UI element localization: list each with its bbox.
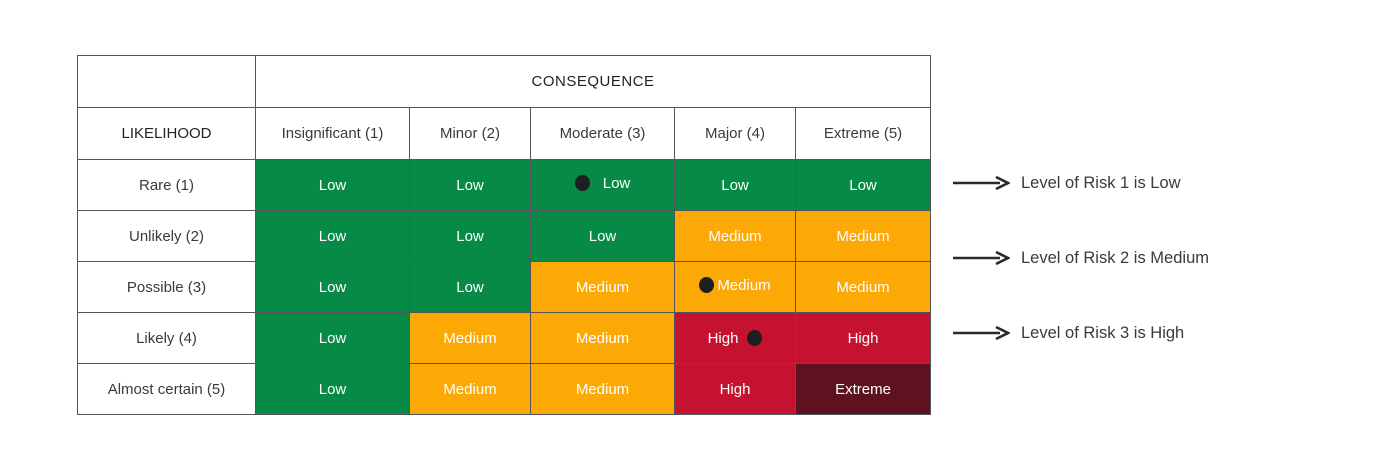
risk-marker-dot xyxy=(747,330,763,346)
risk-cell: Medium xyxy=(795,210,931,262)
row-header-possible: Possible (3) xyxy=(77,261,256,313)
cell-label: Low xyxy=(588,227,617,245)
risk-cell: High xyxy=(795,312,931,364)
row-header-unlikely: Unlikely (2) xyxy=(77,210,256,262)
risk-cell: Medium xyxy=(409,312,531,364)
risk-cell: Low xyxy=(674,159,796,211)
cell-label: Low xyxy=(456,227,484,245)
risk-cell: Medium xyxy=(674,261,796,313)
cell-label: Low xyxy=(456,278,484,296)
cell-label: Low xyxy=(318,278,347,296)
cell-label: Medium xyxy=(575,278,630,296)
annotation-row: Level of Risk 1 is Low xyxy=(952,170,1181,196)
cell-label: Medium xyxy=(708,227,762,245)
consequence-header: CONSEQUENCE xyxy=(255,55,931,108)
blank-corner-cell xyxy=(77,55,256,108)
cell-label: Medium xyxy=(443,380,497,398)
risk-cell: Low xyxy=(409,159,531,211)
right-arrow-icon xyxy=(953,175,1010,191)
risk-cell: Medium xyxy=(530,363,675,415)
matrix-row-rare: Rare (1) Low Low Low Low Low xyxy=(77,159,931,211)
cell-label: Medium xyxy=(575,329,630,347)
risk-cell: Low xyxy=(255,210,410,262)
risk-cell: High xyxy=(674,312,796,364)
column-header-moderate: Moderate (3) xyxy=(530,107,675,160)
cell-label: High xyxy=(719,380,751,398)
legend-annotations: Level of Risk 1 is Low Level of Risk 2 i… xyxy=(952,0,1372,468)
annotation-row: Level of Risk 3 is High xyxy=(952,320,1184,346)
cell-label: Medium xyxy=(717,276,771,294)
cell-label: Low xyxy=(721,176,749,194)
risk-cell: Low xyxy=(255,159,410,211)
cell-label: Medium xyxy=(836,278,890,296)
risk-cell: Medium xyxy=(795,261,931,313)
risk-matrix-table: CONSEQUENCE LIKELIHOOD Insignificant (1)… xyxy=(77,55,931,415)
right-arrow-icon xyxy=(953,250,1010,266)
cell-label: High xyxy=(847,329,879,347)
risk-cell: Low xyxy=(255,261,410,313)
cell-label: High xyxy=(707,329,739,347)
risk-cell: Medium xyxy=(674,210,796,262)
matrix-row-possible: Possible (3) Low Low Medium Medium Mediu… xyxy=(77,261,931,313)
cell-label: Extreme xyxy=(835,380,891,398)
risk-cell: Low xyxy=(255,363,410,415)
cell-label: Low xyxy=(849,176,877,194)
annotation-text: Level of Risk 3 is High xyxy=(1021,323,1185,342)
risk-marker-dot xyxy=(574,175,590,192)
risk-marker-dot xyxy=(699,277,715,294)
row-header-rare: Rare (1) xyxy=(77,159,256,211)
risk-cell: Low xyxy=(409,210,531,262)
cell-label: Low xyxy=(456,176,484,194)
likelihood-header: LIKELIHOOD xyxy=(77,107,256,160)
risk-matrix: CONSEQUENCE LIKELIHOOD Insignificant (1)… xyxy=(77,55,931,415)
cell-label: Low xyxy=(602,174,631,192)
risk-cell: Low xyxy=(530,210,675,262)
cell-label: Low xyxy=(318,227,347,245)
risk-cell: Extreme xyxy=(795,363,931,415)
risk-cell: Medium xyxy=(530,312,675,364)
annotation-text: Level of Risk 2 is Medium xyxy=(1021,248,1209,267)
risk-cell: High xyxy=(674,363,796,415)
matrix-row-unlikely: Unlikely (2) Low Low Low Medium Medium xyxy=(77,210,931,262)
column-header-extreme: Extreme (5) xyxy=(795,107,931,160)
risk-cell: Low xyxy=(255,312,410,364)
right-arrow-icon xyxy=(953,325,1010,341)
risk-cell: Medium xyxy=(530,261,675,313)
annotation-text: Level of Risk 1 is Low xyxy=(1021,173,1181,192)
cell-label: Low xyxy=(318,329,347,347)
risk-cell: Medium xyxy=(409,363,531,415)
cell-label: Medium xyxy=(836,227,890,245)
matrix-row-almost-certain: Almost certain (5) Low Medium Medium Hig… xyxy=(77,363,931,415)
cell-label: Low xyxy=(318,380,347,398)
risk-cell: Low xyxy=(795,159,931,211)
risk-cell: Low xyxy=(530,159,675,211)
risk-cell: Low xyxy=(409,261,531,313)
column-header-minor: Minor (2) xyxy=(409,107,531,160)
row-header-almost-certain: Almost certain (5) xyxy=(77,363,256,415)
cell-label: Medium xyxy=(443,329,497,347)
column-header-major: Major (4) xyxy=(674,107,796,160)
matrix-row-likely: Likely (4) Low Medium Medium High High xyxy=(77,312,931,364)
column-header-insignificant: Insignificant (1) xyxy=(255,107,410,160)
row-header-likely: Likely (4) xyxy=(77,312,256,364)
cell-label: Low xyxy=(318,176,347,194)
cell-label: Medium xyxy=(575,380,630,398)
annotation-row: Level of Risk 2 is Medium xyxy=(952,245,1209,271)
